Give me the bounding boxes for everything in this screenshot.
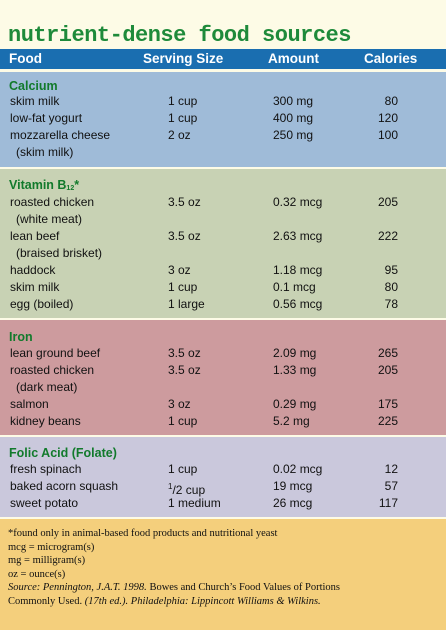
calories: 117 xyxy=(378,496,398,510)
calories: 80 xyxy=(384,280,398,294)
serving-size: 1 cup xyxy=(168,280,198,294)
food-name: baked acorn squash xyxy=(10,479,119,493)
food-note: (dark meat) xyxy=(16,380,78,394)
amount: 0.02 mcg xyxy=(273,462,323,476)
serving-size: 1 cup xyxy=(168,462,198,476)
section-title-subscript: 12 xyxy=(66,185,75,192)
header-food: Food xyxy=(9,51,42,66)
section-title-folic-acid: Folic Acid (Folate) xyxy=(9,446,117,460)
footnote-mg: mg = milligram(s) xyxy=(8,555,86,567)
amount: 0.56 mcg xyxy=(273,297,323,311)
folic-acid-section: Folic Acid (Folate) fresh spinach 1 cup … xyxy=(0,437,446,517)
food-name: fresh spinach xyxy=(10,462,82,476)
food-name: lean ground beef xyxy=(10,346,101,360)
calories: 78 xyxy=(384,297,398,311)
food-name: lean beef xyxy=(10,229,60,243)
amount: 2.63 mcg xyxy=(273,229,323,243)
food-note: (white meat) xyxy=(16,212,83,226)
serving-size: 3.5 oz xyxy=(168,363,201,377)
amount: 0.29 mg xyxy=(273,397,317,411)
serving-size: 1 medium xyxy=(168,496,221,510)
serving-size: 1 large xyxy=(168,297,205,311)
amount: 19 mcg xyxy=(273,479,313,493)
food-name: egg (boiled) xyxy=(10,297,74,311)
amount: 26 mcg xyxy=(273,496,313,510)
amount: 0.1 mcg xyxy=(273,280,316,294)
amount: 5.2 mg xyxy=(273,414,310,428)
amount: 300 mg xyxy=(273,94,314,108)
amount: 400 mg xyxy=(273,111,314,125)
source-label: Source: xyxy=(8,582,41,594)
amount: 1.33 mg xyxy=(273,363,317,377)
calories: 205 xyxy=(377,195,398,209)
section-title-footnote-mark: * xyxy=(74,178,80,192)
serving-size: 3.5 oz xyxy=(168,195,201,209)
footnote-animal-based: *found only in animal-based food product… xyxy=(8,528,278,539)
calories: 175 xyxy=(377,397,398,411)
iron-section: Iron lean ground beef 3.5 oz 2.09 mg 265… xyxy=(0,320,446,435)
serving-size: 1/2 cup xyxy=(168,479,205,498)
food-name: haddock xyxy=(10,263,56,277)
food-name: skim milk xyxy=(10,280,60,294)
calories: 12 xyxy=(384,462,398,476)
serving-size: 1 cup xyxy=(168,94,198,108)
food-name: salmon xyxy=(10,397,49,411)
serving-size: 1 cup xyxy=(168,111,198,125)
footnotes: *found only in animal-based food product… xyxy=(0,519,446,630)
section-title-vitamin-b12: Vitamin B12* xyxy=(9,178,79,192)
fraction-numerator: 1 xyxy=(168,482,173,491)
source-book-title: Bowes and Church’s Food Values of Portio… xyxy=(149,582,340,594)
serving-size: 3 oz xyxy=(168,263,191,277)
calories: 265 xyxy=(377,346,398,360)
section-title-calcium: Calcium xyxy=(9,79,58,93)
calcium-section: Calcium skim milk 1 cup 300 mg 80 low-fa… xyxy=(0,72,446,167)
calories: 225 xyxy=(377,414,398,428)
calories: 222 xyxy=(377,229,398,243)
source-citation-line1: Source: Pennington, J.A.T. 1998. Bowes a… xyxy=(8,581,446,595)
calories: 80 xyxy=(384,94,398,108)
header-calories: Calories xyxy=(364,51,418,66)
serving-size: 2 oz xyxy=(168,128,191,142)
calories: 120 xyxy=(377,111,398,125)
source-publisher: (17th ed.). Philadelphia: Lippincott Wil… xyxy=(82,595,321,607)
calories: 95 xyxy=(384,263,398,277)
amount: 1.18 mcg xyxy=(273,263,323,277)
vitamin-b12-section: Vitamin B12* roasted chicken 3.5 oz 0.32… xyxy=(0,169,446,318)
amount: 0.32 mcg xyxy=(273,195,323,209)
footnote-oz: oz = ounce(s) xyxy=(8,568,66,580)
food-name: roasted chicken xyxy=(10,195,95,209)
serving-size: 1 cup xyxy=(168,414,198,428)
food-name: mozzarella cheese xyxy=(10,128,111,142)
amount: 2.09 mg xyxy=(273,346,317,360)
section-title-text: Vitamin B xyxy=(9,178,67,192)
calories: 57 xyxy=(384,479,398,493)
footnote-mcg: mcg = microgram(s) xyxy=(8,541,95,553)
food-note: (braised brisket) xyxy=(16,246,103,260)
food-name: roasted chicken xyxy=(10,363,95,377)
header-serving-size: Serving Size xyxy=(143,51,224,66)
serving-size: 3.5 oz xyxy=(168,229,201,243)
header-amount: Amount xyxy=(268,51,319,66)
food-note: (skim milk) xyxy=(16,145,74,159)
source-book-title-cont: Commonly Used. xyxy=(8,595,83,607)
food-name: skim milk xyxy=(10,94,60,108)
serving-size: 3.5 oz xyxy=(168,346,201,360)
fraction-rest: /2 cup xyxy=(172,483,206,497)
table-header: Food Serving Size Amount Calories xyxy=(0,49,446,69)
amount: 250 mg xyxy=(273,128,314,142)
section-title-iron: Iron xyxy=(9,330,33,344)
source-citation-line2: Commonly Used. (17th ed.). Philadelphia:… xyxy=(8,595,446,609)
food-name: kidney beans xyxy=(10,414,81,428)
calories: 205 xyxy=(377,363,398,377)
serving-size: 3 oz xyxy=(168,397,191,411)
source-author: Pennington, J.A.T. 1998. xyxy=(40,582,150,594)
food-name: sweet potato xyxy=(10,496,79,510)
page-title: nutrient-dense food sources xyxy=(0,0,446,49)
food-name: low-fat yogurt xyxy=(10,111,83,125)
calories: 100 xyxy=(377,128,398,142)
